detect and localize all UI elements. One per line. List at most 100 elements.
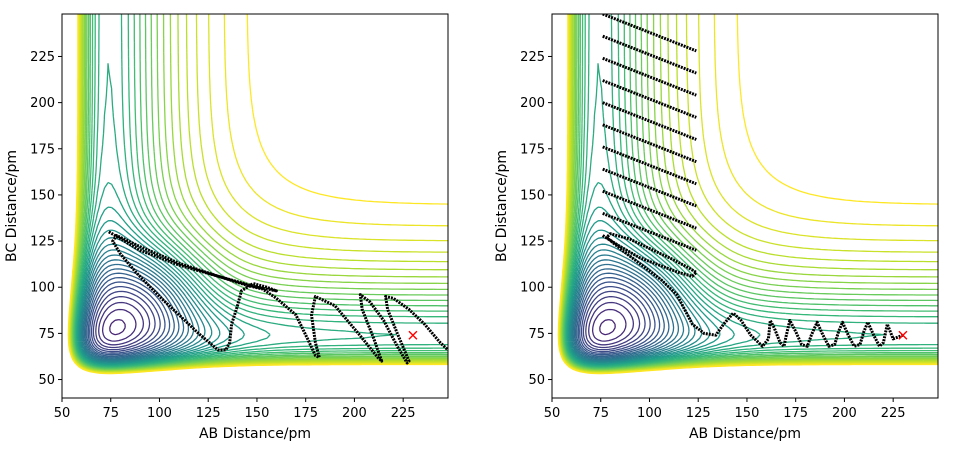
left-y-axis-label: BC Distance/pm <box>4 150 20 262</box>
contour-level <box>69 14 448 373</box>
x-tick-label: 75 <box>592 406 609 421</box>
x-tick-label: 225 <box>391 406 416 421</box>
contour-level <box>580 285 651 353</box>
y-tick-label: 75 <box>38 327 55 342</box>
right-x-ticks: 50 75 100 125 150 175 200 225 <box>544 398 906 421</box>
contour-level <box>588 301 635 346</box>
contour-level <box>79 243 206 363</box>
contour-level <box>101 308 137 342</box>
contour-level <box>568 229 711 365</box>
end-point-x-marker <box>898 330 908 340</box>
y-tick-label: 150 <box>30 188 55 203</box>
contour-level <box>562 14 938 370</box>
y-tick-label: 100 <box>30 281 55 296</box>
contour-level <box>582 290 646 351</box>
y-tick-label: 175 <box>30 142 55 157</box>
x-tick-label: 200 <box>832 406 857 421</box>
left-trajectory <box>108 230 448 365</box>
left-contour-lines <box>67 14 448 375</box>
contour-level <box>579 281 656 354</box>
trajectory-path <box>601 232 904 348</box>
right-plot-frame <box>551 13 939 399</box>
contour-level <box>87 276 171 356</box>
y-tick-label: 50 <box>38 373 55 388</box>
x-tick-label: 125 <box>196 406 221 421</box>
x-tick-label: 225 <box>881 406 906 421</box>
contour-level <box>577 276 661 356</box>
x-tick-label: 100 <box>637 406 662 421</box>
left-end-marker <box>408 330 418 340</box>
contour-level <box>562 14 938 370</box>
contour-level <box>560 14 938 372</box>
contour-level <box>67 14 448 375</box>
contour-level <box>567 219 721 365</box>
trajectory-oscillation-stroke <box>602 56 697 97</box>
trajectory-oscillation-stroke <box>602 123 697 164</box>
trajectory-oscillation-stroke <box>602 101 697 141</box>
y-tick-label: 175 <box>520 142 545 157</box>
contour-level <box>109 318 126 336</box>
trajectory-oscillation-stroke <box>602 14 697 53</box>
contour-level <box>86 272 175 357</box>
contour-level <box>585 295 641 349</box>
contour-level <box>558 14 938 373</box>
contour-level <box>599 318 616 336</box>
x-tick-label: 150 <box>735 406 760 421</box>
right-contour-plot: 50 75 100 125 150 175 200 225 50 75 100 125 150 175 2… <box>494 13 939 442</box>
x-tick-label: 200 <box>342 406 367 421</box>
contour-level <box>572 259 680 361</box>
right-x-axis-label: AB Distance/pm <box>689 426 801 442</box>
contour-level <box>72 14 448 370</box>
end-point-x-marker <box>408 330 418 340</box>
right-end-marker <box>898 330 908 340</box>
contour-level <box>89 281 166 354</box>
contour-level <box>573 263 675 359</box>
x-tick-label: 50 <box>54 406 71 421</box>
trajectory-oscillation-stroke <box>602 145 697 186</box>
x-tick-label: 175 <box>783 406 808 421</box>
trajectory-oscillation-stroke <box>602 167 697 208</box>
x-tick-label: 50 <box>544 406 561 421</box>
contour-level <box>559 14 938 373</box>
contour-level <box>558 14 938 374</box>
contour-level <box>591 308 627 342</box>
left-y-ticks: 50 75 100 125 150 175 200 225 <box>30 50 62 388</box>
y-tick-label: 50 <box>528 373 545 388</box>
contour-level <box>83 263 185 359</box>
trajectory-oscillation-stroke <box>602 79 697 119</box>
contour-level <box>558 14 938 374</box>
contour-level <box>574 268 670 358</box>
contour-level <box>70 14 448 372</box>
contour-level <box>559 14 938 373</box>
contour-level <box>81 254 195 361</box>
y-tick-label: 225 <box>30 50 55 65</box>
right-y-axis-label: BC Distance/pm <box>494 150 510 262</box>
x-tick-label: 125 <box>686 406 711 421</box>
contour-level <box>98 301 145 346</box>
contour-level <box>80 249 200 362</box>
trajectory-oscillation-stroke <box>602 189 697 230</box>
contour-level <box>576 272 665 357</box>
x-tick-label: 175 <box>293 406 318 421</box>
contour-level <box>69 14 448 373</box>
left-contour-plot: 50 75 100 125 150 175 200 225 50 75 100 125 150 175 2… <box>4 13 449 442</box>
y-tick-label: 125 <box>30 235 55 250</box>
y-tick-label: 75 <box>528 327 545 342</box>
contour-level <box>557 14 938 375</box>
trajectory-oscillation-stroke <box>602 212 697 252</box>
y-tick-label: 100 <box>520 281 545 296</box>
contour-level <box>95 295 151 349</box>
right-trajectory <box>601 14 904 348</box>
y-tick-label: 125 <box>520 235 545 250</box>
contour-level <box>92 290 156 351</box>
x-tick-label: 75 <box>102 406 119 421</box>
contour-level <box>76 206 245 366</box>
right-y-ticks: 50 75 100 125 150 175 200 225 <box>520 50 552 388</box>
left-plot-frame <box>61 13 449 399</box>
y-tick-label: 225 <box>520 50 545 65</box>
left-x-axis-label: AB Distance/pm <box>199 426 311 442</box>
x-tick-label: 100 <box>147 406 172 421</box>
contour-level <box>90 285 161 353</box>
y-tick-label: 150 <box>520 188 545 203</box>
